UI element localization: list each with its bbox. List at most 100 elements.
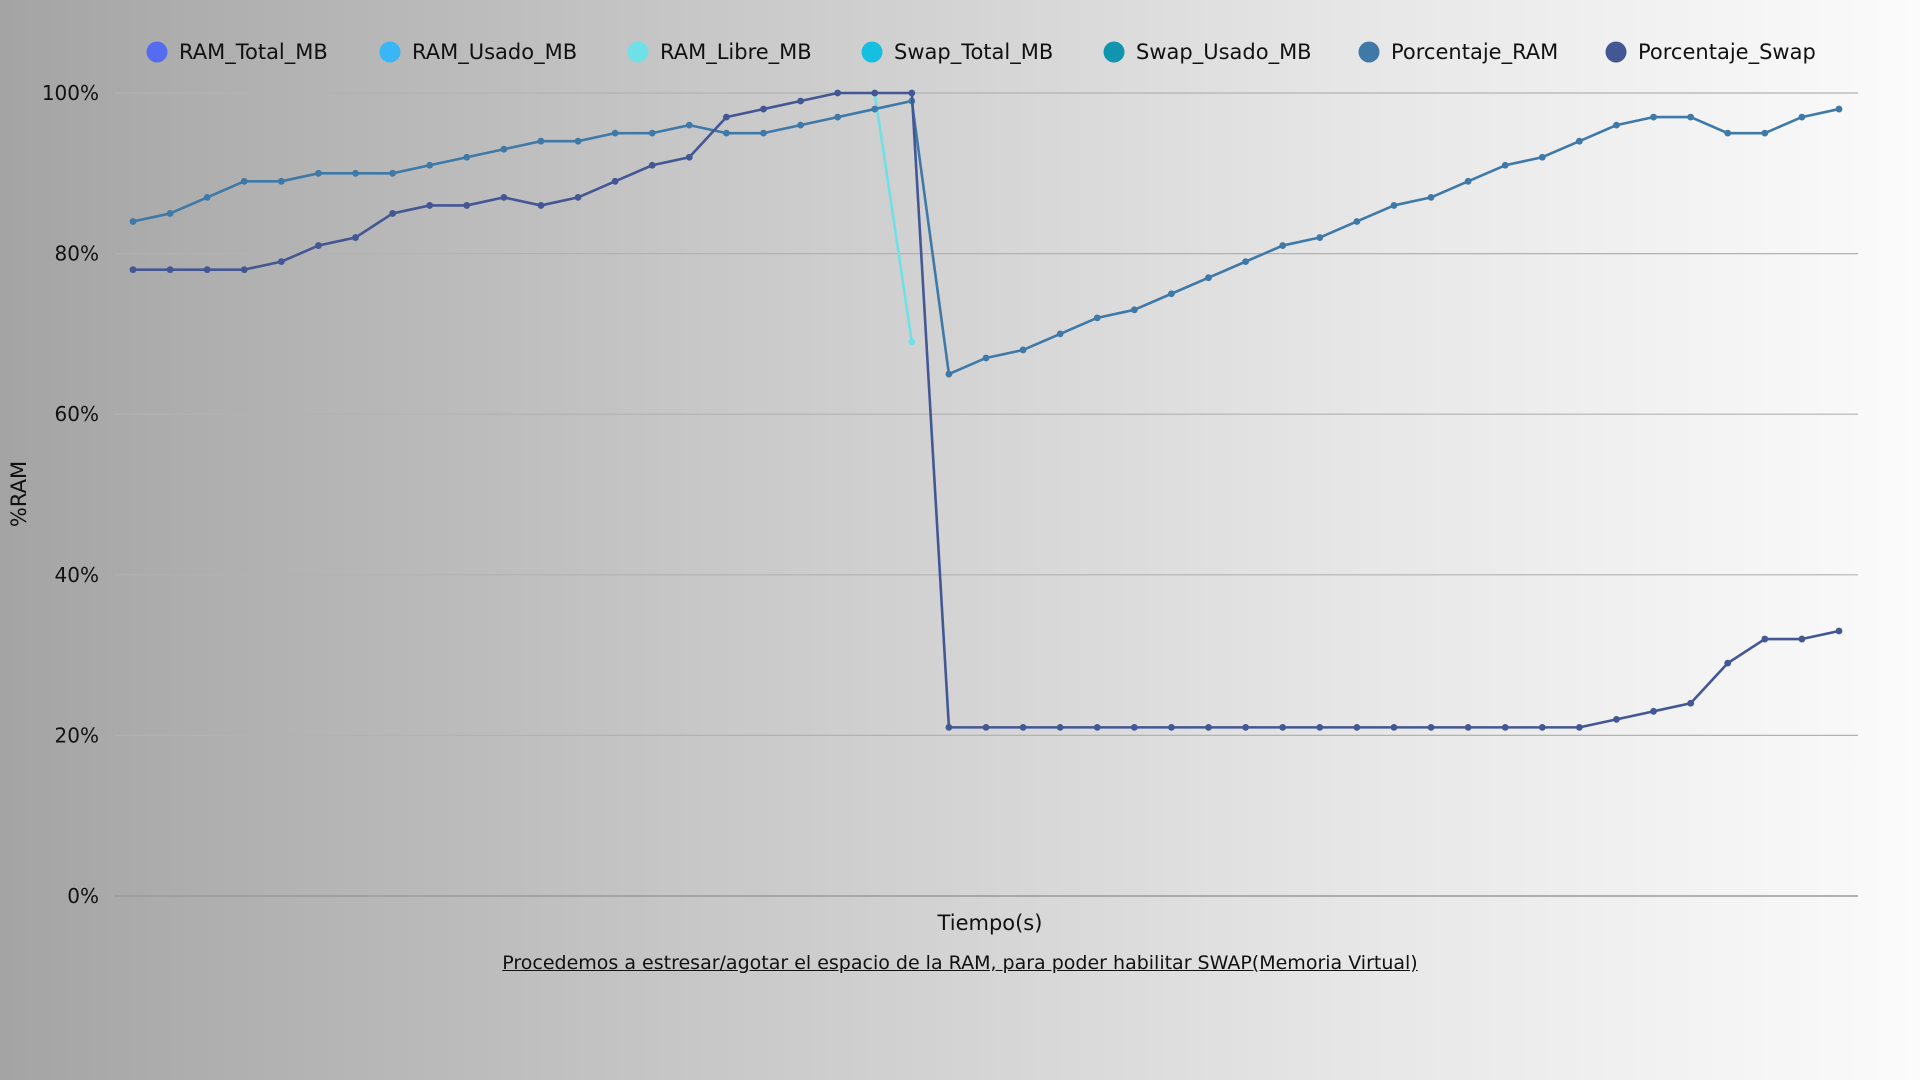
data-point[interactable] [1353, 723, 1361, 731]
data-point[interactable] [611, 177, 619, 185]
data-point[interactable] [1168, 723, 1175, 731]
data-point[interactable] [1761, 635, 1769, 643]
data-point[interactable] [1650, 707, 1657, 715]
data-point[interactable] [1501, 723, 1509, 731]
data-point[interactable] [945, 370, 953, 378]
data-point[interactable] [1613, 121, 1620, 129]
data-point[interactable] [1093, 314, 1101, 322]
data-point[interactable] [166, 266, 174, 274]
data-point[interactable] [129, 218, 137, 225]
data-point[interactable] [574, 137, 582, 145]
data-point[interactable] [1798, 635, 1806, 643]
data-point[interactable] [1427, 193, 1435, 201]
data-point[interactable] [1761, 129, 1769, 137]
data-point[interactable] [797, 121, 804, 129]
data-point[interactable] [1390, 202, 1398, 209]
data-point[interactable] [908, 89, 916, 97]
data-point[interactable] [1353, 218, 1361, 225]
data-point[interactable] [1316, 234, 1324, 241]
data-point[interactable] [1687, 113, 1695, 121]
data-point[interactable] [129, 266, 137, 274]
data-point[interactable] [1279, 242, 1287, 249]
data-point[interactable] [1835, 105, 1843, 113]
data-point[interactable] [834, 89, 842, 97]
data-point[interactable] [463, 202, 471, 209]
data-point[interactable] [426, 202, 434, 209]
data-point[interactable] [1130, 723, 1138, 731]
data-point[interactable] [1205, 723, 1212, 731]
data-point[interactable] [389, 169, 397, 177]
data-point[interactable] [1205, 274, 1212, 282]
legend-item[interactable]: RAM_Usado_MB [379, 40, 578, 65]
data-point[interactable] [1242, 258, 1250, 266]
data-point[interactable] [982, 354, 990, 362]
data-point[interactable] [1242, 723, 1250, 731]
data-point[interactable] [1019, 723, 1027, 731]
data-point[interactable] [1724, 129, 1732, 137]
data-point[interactable] [1650, 113, 1657, 121]
data-point[interactable] [1093, 723, 1101, 731]
data-point[interactable] [834, 113, 842, 121]
data-point[interactable] [315, 169, 322, 177]
data-point[interactable] [1835, 627, 1843, 635]
data-point[interactable] [500, 193, 508, 201]
data-point[interactable] [945, 723, 953, 731]
data-point[interactable] [1538, 723, 1546, 731]
data-point[interactable] [389, 210, 397, 217]
data-point[interactable] [1613, 715, 1620, 723]
legend-item[interactable]: Porcentaje_Swap [1605, 40, 1816, 65]
data-point[interactable] [648, 161, 656, 169]
data-point[interactable] [240, 266, 248, 274]
data-point[interactable] [1798, 113, 1806, 121]
data-point[interactable] [1501, 161, 1509, 169]
data-point[interactable] [797, 97, 804, 105]
data-point[interactable] [166, 210, 174, 217]
data-point[interactable] [574, 193, 582, 201]
data-point[interactable] [722, 129, 730, 137]
data-point[interactable] [1427, 723, 1435, 731]
data-point[interactable] [315, 242, 322, 249]
data-point[interactable] [1575, 137, 1583, 145]
data-point[interactable] [722, 113, 730, 121]
data-point[interactable] [648, 129, 656, 137]
data-point[interactable] [1575, 723, 1583, 731]
legend-item[interactable]: Swap_Total_MB [861, 40, 1054, 65]
data-point[interactable] [1056, 330, 1064, 338]
data-point[interactable] [1279, 723, 1287, 731]
data-point[interactable] [537, 202, 545, 209]
data-point[interactable] [277, 258, 285, 266]
data-point[interactable] [277, 177, 285, 185]
data-point[interactable] [1464, 723, 1472, 731]
data-point[interactable] [982, 723, 990, 731]
data-point[interactable] [1687, 699, 1695, 707]
data-point[interactable] [760, 105, 767, 113]
data-point[interactable] [685, 153, 693, 161]
legend-item[interactable]: RAM_Libre_MB [627, 40, 812, 65]
data-point[interactable] [203, 193, 211, 201]
data-point[interactable] [871, 89, 879, 97]
data-point[interactable] [426, 161, 434, 169]
data-point[interactable] [1316, 723, 1324, 731]
data-point[interactable] [1464, 177, 1472, 185]
data-point[interactable] [1056, 723, 1064, 731]
data-point[interactable] [352, 234, 359, 241]
data-point[interactable] [203, 266, 211, 274]
data-point[interactable] [1130, 306, 1138, 314]
data-point[interactable] [611, 129, 619, 137]
data-point[interactable] [760, 129, 767, 137]
data-point[interactable] [1168, 290, 1175, 298]
data-point[interactable] [537, 137, 545, 145]
data-point[interactable] [1390, 723, 1398, 731]
data-point[interactable] [240, 177, 248, 185]
data-point[interactable] [1019, 346, 1027, 354]
data-point[interactable] [1538, 153, 1546, 161]
data-point[interactable] [871, 105, 879, 113]
data-point[interactable] [463, 153, 471, 161]
data-point[interactable] [352, 169, 359, 177]
legend-item[interactable]: Swap_Usado_MB [1103, 40, 1312, 65]
data-point[interactable] [685, 121, 693, 129]
legend-item[interactable]: Porcentaje_RAM [1358, 40, 1559, 65]
data-point[interactable] [908, 338, 916, 346]
legend-item[interactable]: RAM_Total_MB [146, 40, 328, 65]
data-point[interactable] [500, 145, 508, 153]
